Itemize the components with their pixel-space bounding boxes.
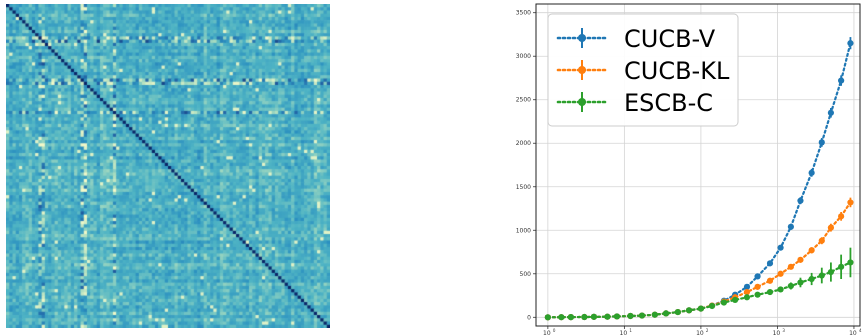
data-point: [787, 223, 794, 230]
x-tick-label: 10: [696, 330, 704, 336]
y-tick-label: 3500: [516, 10, 531, 17]
data-point: [581, 313, 588, 321]
x-tick-exponent: 2: [706, 328, 709, 333]
data-point: [808, 169, 815, 176]
data-point: [797, 256, 804, 263]
data-point: [674, 308, 681, 316]
data-point: [662, 310, 670, 317]
data-point: [847, 259, 854, 266]
data-point: [777, 270, 784, 277]
data-point: [787, 263, 794, 270]
data-point: [743, 294, 751, 301]
data-point: [777, 286, 784, 293]
data-point: [544, 314, 551, 321]
legend-label: CUCB-V: [624, 25, 716, 53]
y-tick-label: 3000: [516, 53, 531, 60]
data-point: [827, 224, 835, 231]
y-tick-label: 2000: [516, 140, 531, 147]
data-point: [651, 311, 658, 318]
y-tick-label: 1000: [516, 227, 531, 234]
data-point: [847, 199, 854, 206]
y-tick-label: 0: [527, 314, 531, 321]
data-point: [732, 296, 739, 303]
data-point: [766, 288, 774, 296]
data-point: [808, 247, 815, 254]
data-point: [754, 283, 761, 290]
data-point: [818, 272, 825, 279]
data-point: [754, 273, 761, 280]
data-point: [808, 275, 815, 283]
data-point: [743, 283, 751, 290]
x-tick-label: 10: [620, 330, 628, 336]
data-point: [685, 307, 693, 314]
data-point: [838, 77, 845, 84]
data-point: [697, 305, 704, 312]
y-tick-label: 500: [520, 271, 532, 278]
legend-marker: [578, 34, 586, 42]
data-point: [567, 314, 574, 321]
data-point: [847, 40, 854, 47]
x-tick-label: 10: [543, 330, 551, 336]
y-tick-label: 2500: [516, 97, 531, 104]
data-point: [613, 313, 621, 320]
x-tick-exponent: 4: [859, 328, 862, 333]
x-tick-label: 10: [773, 330, 781, 336]
correlation-heatmap: [6, 4, 330, 328]
x-tick-exponent: 1: [629, 328, 632, 333]
data-point: [818, 237, 825, 244]
legend-marker: [578, 98, 586, 106]
data-point: [627, 312, 634, 320]
legend-label: CUCB-KL: [624, 57, 730, 85]
data-point: [766, 277, 774, 284]
data-point: [558, 314, 565, 321]
data-point: [827, 268, 835, 276]
regret-line-chart: 0 500 1000 1500 2000 2500 3000 3500 10 0 10 1 10 2 10 3…: [500, 0, 864, 336]
data-point: [838, 263, 845, 270]
data-point: [638, 312, 646, 319]
data-point: [787, 282, 794, 290]
data-point: [590, 313, 598, 320]
data-point: [766, 260, 774, 267]
data-point: [754, 291, 761, 298]
data-point: [838, 213, 845, 220]
data-point: [827, 109, 835, 116]
x-tick-exponent: 0: [553, 328, 556, 333]
data-point: [720, 299, 728, 306]
series-line-2: [546, 261, 852, 319]
data-point: [604, 313, 611, 320]
data-point: [708, 302, 716, 310]
heatmap-canvas: [6, 4, 330, 328]
data-point: [818, 139, 825, 146]
x-tick-exponent: 3: [782, 328, 785, 333]
legend-box: [547, 13, 739, 127]
data-point: [743, 288, 751, 296]
legend-marker: [578, 66, 586, 74]
y-tick-label: 1500: [516, 184, 531, 191]
legend-label: ESCB-C: [624, 89, 713, 117]
data-point: [797, 279, 804, 286]
plot-frame: [535, 3, 861, 327]
x-tick-label: 10: [849, 330, 857, 336]
data-point: [797, 197, 804, 204]
data-point: [777, 244, 784, 251]
